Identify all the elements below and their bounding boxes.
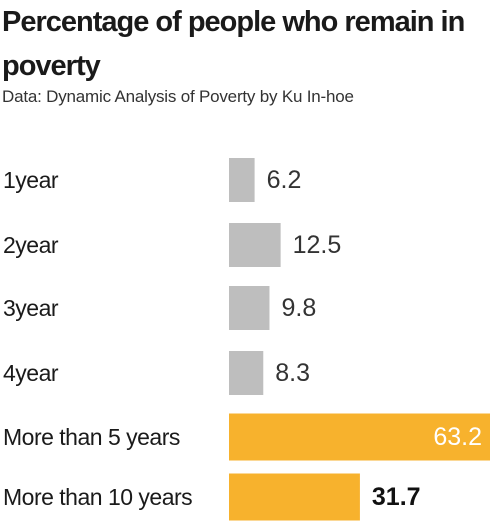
- value-label: 63.2: [433, 423, 482, 451]
- bar: [229, 286, 270, 330]
- bar: [229, 351, 264, 395]
- value-label: 6.2: [267, 166, 302, 194]
- chart-source: Data: Dynamic Analysis of Poverty by Ku …: [2, 87, 354, 106]
- category-label: More than 5 years: [3, 424, 180, 450]
- value-label: 31.7: [372, 483, 421, 511]
- chart-title: Percentage of people who remain in pover…: [2, 6, 465, 82]
- bar: [229, 413, 490, 461]
- value-label: 9.8: [281, 294, 316, 322]
- category-label: More than 10 years: [3, 484, 192, 510]
- value-label: 8.3: [275, 359, 310, 387]
- category-label: 1year: [3, 167, 59, 193]
- category-label: 4year: [3, 360, 59, 386]
- value-label: 12.5: [293, 231, 342, 259]
- bar: [229, 473, 360, 521]
- bar: [229, 158, 255, 202]
- category-label: 2year: [3, 232, 59, 258]
- bar: [229, 223, 281, 267]
- category-label: 3year: [3, 295, 59, 321]
